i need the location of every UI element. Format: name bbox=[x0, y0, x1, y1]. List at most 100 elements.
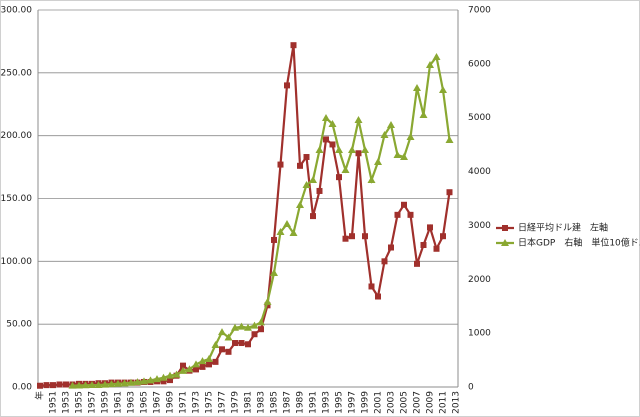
data-point bbox=[276, 227, 285, 235]
x-tick-label: 1995 bbox=[335, 391, 345, 414]
x-tick-label: 1999 bbox=[361, 391, 371, 414]
data-point bbox=[250, 321, 259, 329]
data-point bbox=[212, 358, 219, 365]
data-point bbox=[328, 120, 337, 128]
data-point bbox=[419, 111, 428, 119]
data-point bbox=[315, 146, 324, 154]
y2-tick-label: 3000 bbox=[468, 221, 491, 231]
data-point bbox=[192, 360, 200, 368]
x-tick-label: 1965 bbox=[140, 391, 150, 414]
data-point bbox=[153, 375, 161, 383]
data-point bbox=[114, 379, 122, 387]
data-point bbox=[309, 176, 317, 184]
data-point bbox=[406, 132, 415, 140]
x-tick-label: 2005 bbox=[400, 391, 410, 414]
x-tick-label: 1991 bbox=[309, 391, 319, 414]
x-tick-label: 2011 bbox=[439, 391, 449, 414]
data-point bbox=[323, 136, 329, 143]
data-point bbox=[63, 381, 69, 388]
y2-tick-label: 2000 bbox=[468, 275, 491, 285]
data-point bbox=[37, 382, 43, 389]
data-point bbox=[310, 213, 316, 220]
data-point bbox=[172, 370, 181, 378]
x-tick-label: 2009 bbox=[426, 391, 436, 414]
data-point bbox=[271, 236, 277, 243]
data-point bbox=[166, 371, 174, 379]
x-tick-label: 1985 bbox=[270, 391, 280, 414]
legend-marker bbox=[502, 225, 508, 231]
data-point bbox=[381, 258, 388, 265]
data-point bbox=[232, 340, 238, 347]
series-line bbox=[39, 45, 451, 387]
data-point bbox=[133, 378, 142, 386]
data-point bbox=[75, 381, 83, 389]
data-point bbox=[445, 136, 454, 144]
data-point bbox=[439, 86, 447, 94]
data-point bbox=[225, 348, 232, 355]
data-point bbox=[361, 146, 369, 154]
data-point bbox=[224, 333, 233, 341]
x-tick-label: 1961 bbox=[114, 391, 124, 414]
x-tick-label: 1957 bbox=[88, 391, 98, 414]
x-tick-label: 1971 bbox=[179, 391, 189, 414]
data-point bbox=[414, 260, 420, 267]
data-point bbox=[374, 157, 382, 165]
data-point bbox=[56, 381, 63, 388]
x-tick-label: 1953 bbox=[62, 391, 72, 414]
data-point bbox=[348, 146, 356, 154]
data-point bbox=[297, 162, 303, 169]
data-point bbox=[193, 366, 199, 373]
data-point bbox=[420, 241, 427, 248]
data-point bbox=[251, 331, 258, 338]
data-point bbox=[199, 363, 206, 370]
data-point bbox=[289, 228, 298, 236]
data-point bbox=[198, 357, 207, 365]
x-tick-label: 2013 bbox=[452, 391, 462, 414]
data-point bbox=[283, 220, 291, 228]
x-tick-label: 1981 bbox=[244, 391, 254, 414]
data-point bbox=[433, 245, 440, 252]
y2-tick-label: 7000 bbox=[468, 6, 491, 16]
data-point bbox=[380, 131, 389, 139]
legend-label: 日本GDP 右軸 単位10億ドル bbox=[518, 237, 640, 249]
data-point bbox=[50, 382, 56, 389]
data-point bbox=[303, 154, 310, 161]
data-point bbox=[393, 151, 402, 159]
data-point bbox=[107, 380, 116, 388]
data-point bbox=[355, 150, 362, 157]
data-point bbox=[258, 326, 264, 333]
data-point bbox=[388, 244, 394, 251]
x-tick-label: 1997 bbox=[348, 391, 358, 414]
data-point bbox=[375, 293, 381, 300]
data-point bbox=[284, 82, 290, 89]
data-point bbox=[205, 354, 213, 362]
y-tick-label: 50.00 bbox=[6, 320, 32, 330]
data-point bbox=[68, 381, 77, 389]
y-tick-label: 300.00 bbox=[1, 6, 33, 16]
data-point bbox=[316, 187, 323, 194]
data-point bbox=[120, 379, 129, 387]
x-tick-label: 1973 bbox=[192, 391, 202, 414]
data-point bbox=[407, 211, 414, 218]
data-point bbox=[206, 361, 212, 368]
x-tick-label: 1975 bbox=[205, 391, 215, 414]
data-point bbox=[446, 189, 453, 196]
data-point bbox=[322, 114, 330, 122]
data-point bbox=[368, 283, 375, 290]
x-tick-label: 1993 bbox=[322, 391, 332, 414]
y2-tick-label: 1000 bbox=[468, 329, 491, 339]
data-point bbox=[101, 380, 109, 388]
y-tick-label: 100.00 bbox=[1, 257, 33, 267]
data-point bbox=[81, 381, 90, 389]
data-point bbox=[367, 176, 376, 184]
data-point bbox=[335, 146, 343, 154]
x-tick-label: 1987 bbox=[283, 391, 293, 414]
x-tick-label: 1983 bbox=[257, 391, 267, 414]
data-point bbox=[329, 141, 336, 148]
y-tick-label: 150.00 bbox=[1, 194, 33, 204]
data-point bbox=[238, 340, 245, 347]
y-tick-label: 0.00 bbox=[12, 383, 32, 393]
y2-tick-label: 5000 bbox=[468, 113, 491, 123]
